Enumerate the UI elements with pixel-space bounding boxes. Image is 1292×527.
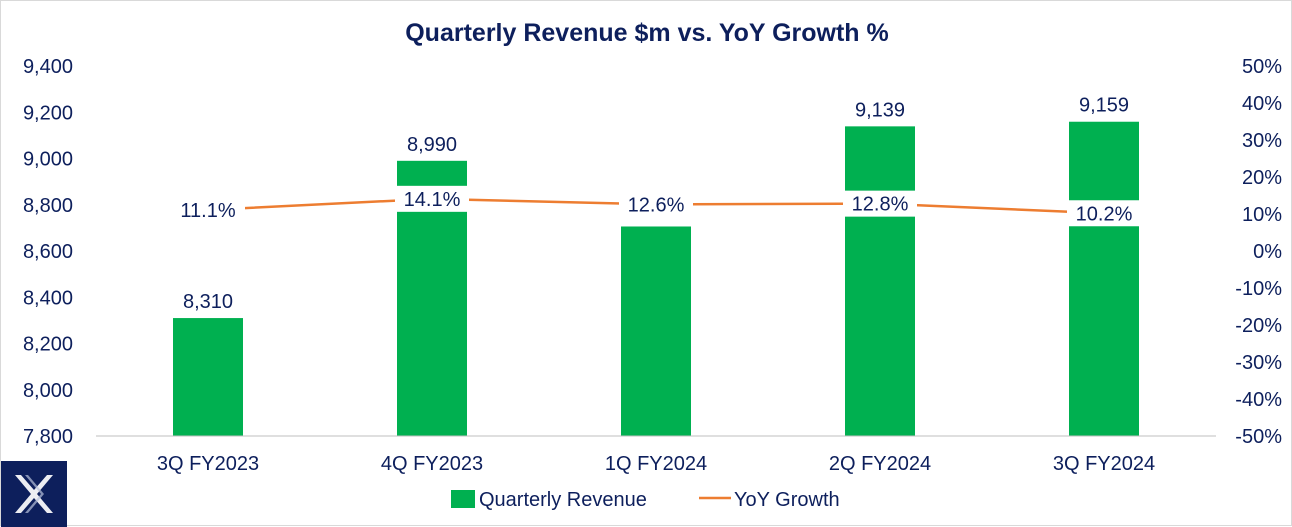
right-tick-label: -30%: [1235, 352, 1282, 374]
growth-label-bg: [395, 185, 469, 212]
revenue-data-label: 9,159: [1079, 95, 1129, 117]
right-tick-label: -50%: [1235, 426, 1282, 448]
legend-label-revenue: Quarterly Revenue: [479, 489, 647, 511]
right-tick-label: 20%: [1242, 167, 1282, 189]
left-tick-label: 9,400: [23, 56, 73, 78]
revenue-bar: [173, 318, 243, 436]
growth-label-bg: [171, 196, 245, 223]
category-label: 1Q FY2024: [605, 453, 707, 475]
left-tick-label: 8,800: [23, 195, 73, 217]
left-tick-label: 7,800: [23, 426, 73, 448]
right-tick-label: 10%: [1242, 204, 1282, 226]
legend-swatch-revenue: [451, 490, 475, 508]
category-label: 4Q FY2023: [381, 453, 483, 475]
left-tick-label: 9,200: [23, 102, 73, 124]
legend-label-growth: YoY Growth: [734, 489, 840, 511]
growth-line: 11.1% 14.1% 12.6% 12.8% 10.2% 8,310 8,990 9,139…: [171, 95, 1141, 313]
right-tick-label: -10%: [1235, 278, 1282, 300]
growth-label-bg: [619, 191, 693, 218]
right-y-axis: -50% -40% -30% -20% -10% 0% 10% 20% 30% 40% 50%: [1235, 56, 1282, 448]
growth-label-bg: [1067, 200, 1141, 227]
left-tick-label: 8,200: [23, 334, 73, 356]
growth-data-label: 10.2%: [1076, 203, 1133, 225]
left-tick-label: 8,600: [23, 241, 73, 263]
legend: Quarterly Revenue YoY Growth: [451, 489, 840, 511]
left-tick-label: 8,400: [23, 287, 73, 309]
x-axis: 3Q FY2023 4Q FY2023 1Q FY2024 2Q FY2024 3Q F…: [96, 435, 1216, 475]
left-y-axis: 7,800 8,000 8,200 8,400 8,600 8,800 9,000 9,200…: [23, 56, 73, 448]
growth-data-label: 11.1%: [180, 200, 235, 222]
right-tick-label: -40%: [1235, 389, 1282, 411]
growth-data-label: 12.6%: [628, 194, 685, 216]
right-tick-label: 50%: [1242, 56, 1282, 78]
left-tick-label: 8,000: [23, 380, 73, 402]
revenue-data-label: 9,139: [855, 99, 905, 121]
growth-data-label: 12.8%: [852, 194, 909, 216]
revenue-bars: [173, 121, 1139, 436]
right-tick-label: 0%: [1253, 241, 1282, 263]
revenue-bar: [621, 226, 691, 436]
revenue-bar: [1069, 121, 1139, 436]
right-tick-label: 30%: [1242, 130, 1282, 152]
x-logo-icon: [1, 461, 67, 527]
category-label: 2Q FY2024: [829, 453, 931, 475]
right-tick-label: 40%: [1242, 93, 1282, 115]
revenue-data-label: 8,310: [183, 291, 233, 313]
category-label: 3Q FY2023: [157, 453, 259, 475]
chart-title: Quarterly Revenue $m vs. YoY Growth %: [405, 19, 889, 47]
growth-data-label: 14.1%: [404, 189, 461, 211]
growth-label-bg: [843, 190, 917, 217]
category-label: 3Q FY2024: [1053, 453, 1155, 475]
revenue-data-label: 8,990: [407, 134, 457, 156]
left-tick-label: 9,000: [23, 149, 73, 171]
revenue-bar: [845, 126, 915, 436]
right-tick-label: -20%: [1235, 315, 1282, 337]
